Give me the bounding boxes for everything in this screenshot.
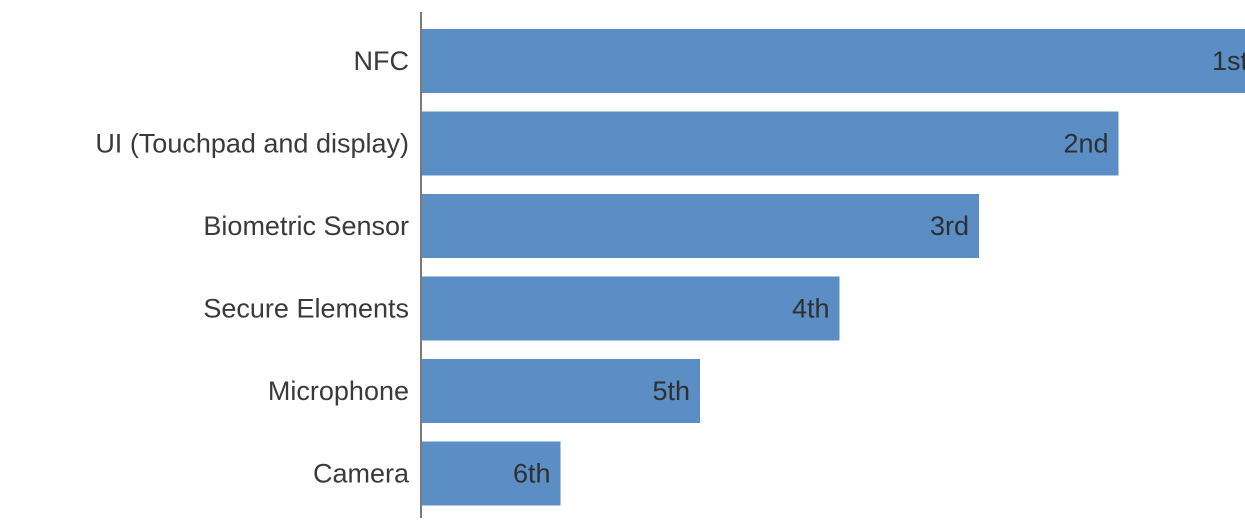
bar-biometric-sensor xyxy=(421,194,979,258)
category-label-ui-touchpad-and-display: UI (Touchpad and display) xyxy=(95,129,409,159)
category-label-biometric-sensor: Biometric Sensor xyxy=(203,211,409,241)
bar-secure-elements xyxy=(421,276,840,341)
data-label-camera: 6th xyxy=(513,459,551,489)
bar-ui-touchpad-and-display xyxy=(421,111,1119,176)
data-label-biometric-sensor: 3rd xyxy=(930,211,969,241)
bar-nfc xyxy=(421,29,1245,93)
data-label-microphone: 5th xyxy=(652,376,690,406)
category-label-microphone: Microphone xyxy=(268,376,409,406)
bars-group: 1st 2nd 3rd 4th 5th 6th xyxy=(421,29,1245,506)
category-label-nfc: NFC xyxy=(354,46,410,76)
category-labels: NFC UI (Touchpad and display) Biometric Se… xyxy=(95,46,410,489)
bar-microphone xyxy=(421,359,700,423)
category-label-secure-elements: Secure Elements xyxy=(203,294,409,324)
data-label-ui-touchpad-and-display: 2nd xyxy=(1063,129,1108,159)
data-label-nfc: 1st xyxy=(1212,46,1245,76)
data-label-secure-elements: 4th xyxy=(792,294,830,324)
category-label-camera: Camera xyxy=(313,459,410,489)
bar-camera xyxy=(421,441,561,506)
